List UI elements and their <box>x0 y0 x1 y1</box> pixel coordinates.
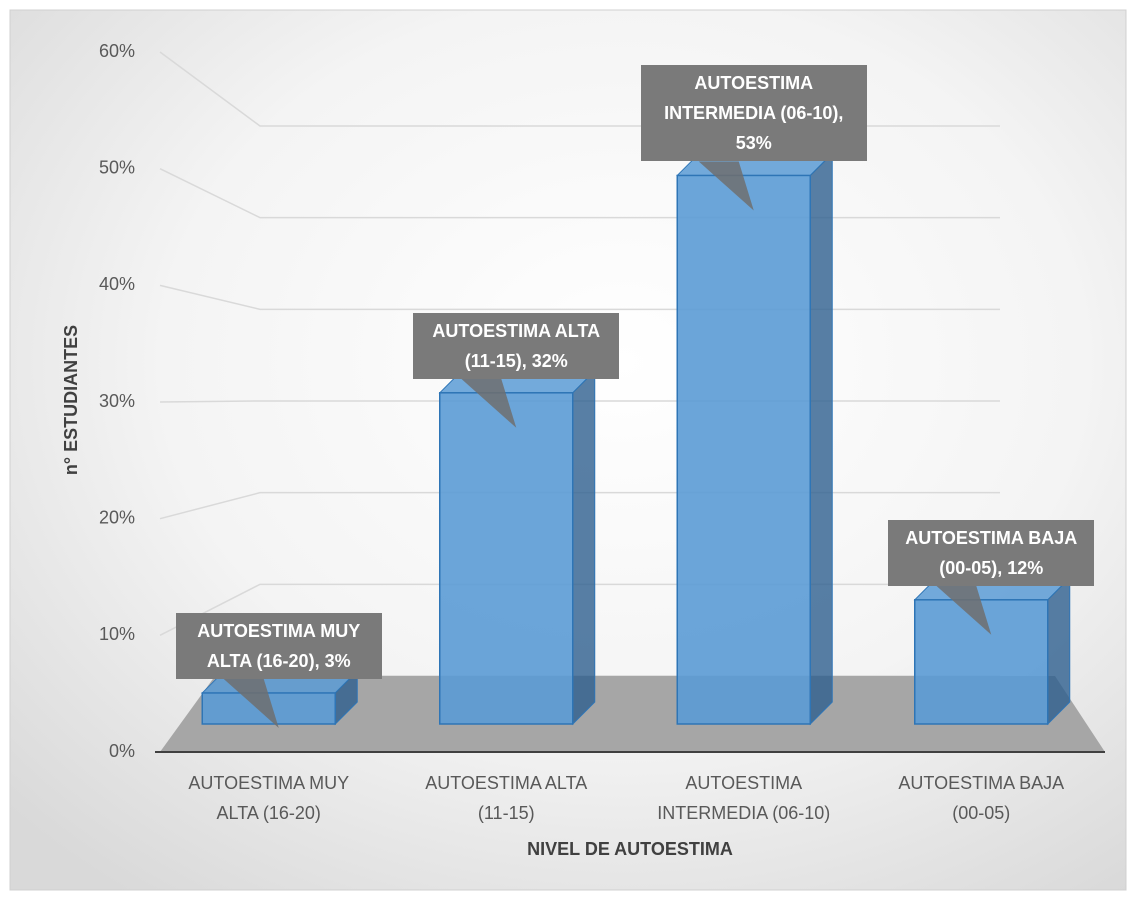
x-tick-label-box: AUTOESTIMA BAJA (00-05) <box>898 773 1065 823</box>
x-tick-label: AUTOESTIMA ALTA (11-15) <box>425 773 588 823</box>
y-tick-label: 50% <box>99 157 135 177</box>
x-axis-title: NIVEL DE AUTOESTIMA <box>527 839 733 859</box>
y-tick-label: 20% <box>99 507 135 527</box>
bar <box>676 174 811 725</box>
bar <box>439 392 574 725</box>
data-label-box: AUTOESTIMA INTERMEDIA (06-10), 53% <box>640 65 867 162</box>
y-tick-label: 40% <box>99 274 135 294</box>
y-tick-label: 0% <box>109 741 135 761</box>
bar-side <box>1047 576 1071 726</box>
data-label: AUTOESTIMA INTERMEDIA (06-10), 53% <box>640 65 867 162</box>
x-tick-label: AUTOESTIMA BAJA (00-05) <box>898 773 1065 823</box>
callout-pointer <box>223 678 279 728</box>
callout-pointer <box>461 378 517 428</box>
y-tick-label: 60% <box>99 41 135 61</box>
bar-group <box>438 369 596 726</box>
y-axis-title: n° ESTUDIANTES <box>61 325 81 475</box>
bar-side <box>572 369 596 726</box>
data-label-box: AUTOESTIMA MUY ALTA (16-20), 3% <box>175 612 382 679</box>
floor <box>160 676 1105 752</box>
data-label: AUTOESTIMA MUY ALTA (16-20), 3% <box>175 612 382 679</box>
data-label-box: AUTOESTIMA ALTA (11-15), 32% <box>413 312 620 379</box>
callout-pointer <box>698 161 754 211</box>
bar-group <box>913 576 1071 726</box>
x-tick-label-box: AUTOESTIMA MUY ALTA (16-20) <box>188 773 350 823</box>
y-tick-label: 10% <box>99 624 135 644</box>
callout-pointer <box>936 585 992 635</box>
x-tick-label-box: AUTOESTIMA ALTA (11-15) <box>425 773 588 823</box>
data-label: AUTOESTIMA BAJA (00-05), 12% <box>888 519 1095 586</box>
data-label: AUTOESTIMA ALTA (11-15), 32% <box>413 312 620 379</box>
bar-side <box>809 152 833 726</box>
y-tick-label: 30% <box>99 391 135 411</box>
data-label-box: AUTOESTIMA BAJA (00-05), 12% <box>888 519 1095 586</box>
x-tick-label: AUTOESTIMA MUY ALTA (16-20) <box>188 773 350 823</box>
x-tick-label: AUTOESTIMA INTERMEDIA (06-10) <box>657 773 831 823</box>
x-tick-label-box: AUTOESTIMA INTERMEDIA (06-10) <box>657 773 831 823</box>
bar-group <box>676 152 834 726</box>
